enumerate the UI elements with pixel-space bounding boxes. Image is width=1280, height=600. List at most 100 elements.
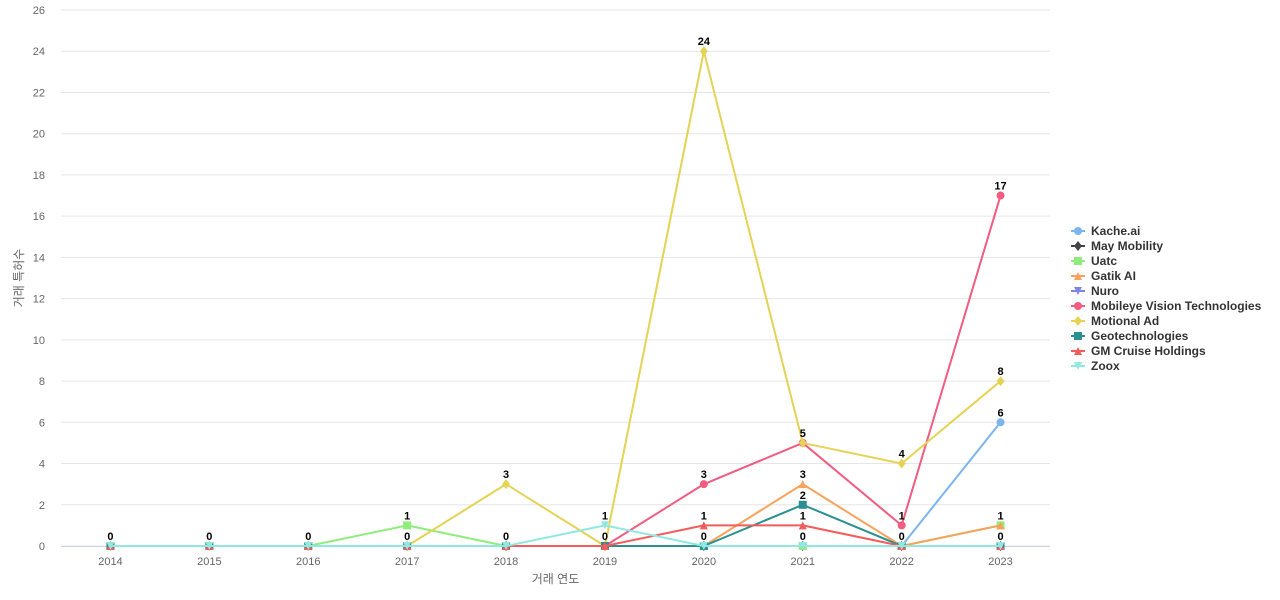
series-line-zoox bbox=[109, 524, 1002, 547]
data-label: 0 bbox=[701, 531, 707, 543]
x-tick-label: 2021 bbox=[791, 556, 815, 568]
data-point-mobileye-vision-technologies bbox=[996, 191, 1005, 200]
y-tick-label: 16 bbox=[33, 211, 45, 223]
x-tick-label: 2018 bbox=[494, 556, 518, 568]
data-label: 0 bbox=[107, 531, 113, 543]
data-label: 2 bbox=[800, 490, 806, 502]
legend-label: Motional Ad bbox=[1091, 314, 1159, 328]
data-point-gm-cruise-holdings bbox=[798, 521, 807, 530]
legend-label: Nuro bbox=[1091, 284, 1119, 298]
data-point-zoox bbox=[106, 542, 115, 550]
y-tick-label: 20 bbox=[33, 129, 45, 141]
x-tick-label: 2019 bbox=[593, 556, 617, 568]
data-label: 1 bbox=[997, 510, 1003, 522]
data-point-zoox bbox=[699, 542, 708, 550]
data-point-zoox bbox=[897, 542, 906, 550]
y-tick-label: 12 bbox=[33, 294, 45, 306]
data-point-zoox bbox=[304, 542, 313, 550]
data-label: 3 bbox=[701, 469, 707, 481]
data-point-motional-ad bbox=[798, 437, 807, 448]
y-tick-label: 10 bbox=[33, 335, 45, 347]
data-label: 8 bbox=[997, 366, 1003, 378]
legend-label: Geotechnologies bbox=[1091, 329, 1189, 343]
data-point-mobileye-vision-technologies bbox=[699, 480, 708, 489]
legend-marker bbox=[1074, 241, 1082, 251]
y-tick-label: 4 bbox=[39, 459, 45, 471]
x-tick-label: 2016 bbox=[296, 556, 320, 568]
legend-item-mobileye-vision-technologies[interactable]: Mobileye Vision Technologies bbox=[1071, 299, 1262, 313]
series-zoox bbox=[106, 521, 1005, 550]
data-label: 0 bbox=[899, 531, 905, 543]
y-tick-label: 14 bbox=[33, 252, 45, 264]
series-line-kache-ai bbox=[109, 421, 1002, 547]
legend-item-uatc[interactable]: Uatc bbox=[1071, 254, 1117, 268]
series-mobileye-vision-technologies bbox=[106, 191, 1005, 550]
data-label: 5 bbox=[800, 428, 806, 440]
legend-item-gm-cruise-holdings[interactable]: GM Cruise Holdings bbox=[1071, 344, 1206, 358]
data-label: 0 bbox=[503, 531, 509, 543]
data-point-gm-cruise-holdings bbox=[600, 542, 609, 550]
legend-marker bbox=[1074, 257, 1082, 265]
x-axis-ticks: 2014 2015 2016 2017 2018 2019 2020 2021 2022 2023 bbox=[98, 556, 1013, 568]
data-label: 1 bbox=[602, 510, 608, 522]
data-label: 0 bbox=[997, 531, 1003, 543]
y-tick-label: 2 bbox=[39, 500, 45, 512]
x-tick-label: 2014 bbox=[98, 556, 122, 568]
data-point-motional-ad bbox=[502, 479, 511, 490]
legend-item-gatik-ai[interactable]: Gatik AI bbox=[1071, 269, 1136, 283]
data-label: 1 bbox=[404, 510, 410, 522]
data-label: 3 bbox=[800, 469, 806, 481]
data-point-kache-ai bbox=[996, 418, 1005, 427]
data-point-zoox bbox=[502, 542, 511, 550]
data-label: 0 bbox=[305, 531, 311, 543]
data-label: 0 bbox=[404, 531, 410, 543]
data-label: 24 bbox=[698, 36, 711, 48]
x-tick-label: 2020 bbox=[692, 556, 716, 568]
data-point-zoox bbox=[798, 542, 807, 550]
data-point-uatc bbox=[403, 521, 412, 530]
legend-item-may-mobility[interactable]: May Mobility bbox=[1071, 239, 1163, 253]
legend-label: Mobileye Vision Technologies bbox=[1091, 299, 1262, 313]
legend-item-kache-ai[interactable]: Kache.ai bbox=[1071, 224, 1140, 238]
legend-label: Zoox bbox=[1091, 359, 1120, 373]
y-tick-label: 24 bbox=[33, 46, 45, 58]
legend-marker bbox=[1074, 302, 1082, 310]
data-point-zoox bbox=[205, 542, 214, 550]
data-point-motional-ad bbox=[996, 376, 1005, 387]
legend-item-zoox[interactable]: Zoox bbox=[1071, 359, 1120, 373]
legend-item-nuro[interactable]: Nuro bbox=[1071, 284, 1119, 298]
data-label: 1 bbox=[701, 510, 707, 522]
y-tick-label: 22 bbox=[33, 87, 45, 99]
y-tick-label: 26 bbox=[33, 5, 45, 17]
grid-lines bbox=[61, 9, 1050, 547]
legend-marker bbox=[1074, 347, 1082, 355]
legend-label: Kache.ai bbox=[1091, 224, 1140, 238]
legend-marker bbox=[1074, 332, 1082, 340]
legend-label: May Mobility bbox=[1091, 239, 1163, 253]
y-tick-label: 0 bbox=[39, 541, 45, 553]
x-axis-title: 거래 연도 bbox=[532, 572, 580, 586]
series-layer bbox=[106, 46, 1005, 551]
data-label: 1 bbox=[800, 510, 806, 522]
legend-marker bbox=[1074, 272, 1082, 280]
data-point-motional-ad bbox=[897, 458, 906, 469]
legend-marker bbox=[1074, 362, 1082, 370]
data-label: 6 bbox=[997, 407, 1003, 419]
data-label: 1 bbox=[899, 510, 905, 522]
data-label: 4 bbox=[899, 449, 906, 461]
data-point-zoox bbox=[996, 542, 1005, 550]
legend-label: GM Cruise Holdings bbox=[1091, 344, 1206, 358]
x-tick-label: 2017 bbox=[395, 556, 419, 568]
legend-item-motional-ad[interactable]: Motional Ad bbox=[1071, 314, 1159, 328]
legend-item-geotechnologies[interactable]: Geotechnologies bbox=[1071, 329, 1189, 343]
data-point-zoox bbox=[403, 542, 412, 550]
data-label: 0 bbox=[800, 531, 806, 543]
data-label: 3 bbox=[503, 469, 509, 481]
data-label: 0 bbox=[206, 531, 212, 543]
data-point-gatik-ai bbox=[996, 521, 1005, 530]
series-kache-ai bbox=[106, 418, 1005, 550]
legend-marker bbox=[1074, 227, 1082, 235]
